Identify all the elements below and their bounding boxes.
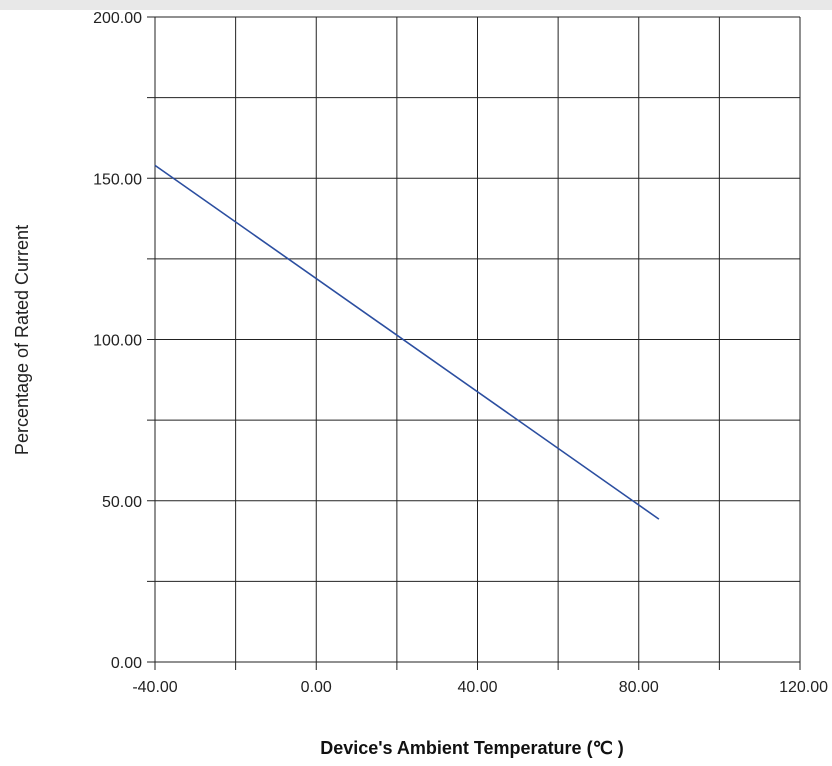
x-axis-ticks: -40.00 0.00 40.00 80.00 120.00 (132, 662, 828, 696)
x-tick-label-4: 40.00 (457, 679, 497, 696)
top-strip (0, 0, 832, 10)
y-tick-label-8: 200.00 (93, 10, 142, 27)
y-tick-label-0: 0.00 (111, 655, 142, 672)
chart-series (154, 164, 660, 520)
y-axis-label: Percentage of Rated Current (12, 225, 32, 455)
x-axis-label: Device's Ambient Temperature (℃ ) (320, 738, 624, 758)
chart-grid (154, 16, 801, 663)
x-tick-label-2: 0.00 (301, 679, 332, 696)
x-tick-label-8: 120.00 (779, 679, 828, 696)
x-tick-label-6: 80.00 (619, 679, 659, 696)
y-axis-ticks: 0.00 50.00 100.00 150.00 200.00 (93, 10, 155, 672)
x-tick-label-0: -40.00 (132, 679, 177, 696)
series-line-0 (154, 164, 660, 520)
y-tick-label-2: 50.00 (102, 494, 142, 511)
y-tick-label-4: 100.00 (93, 333, 142, 350)
y-tick-label-6: 150.00 (93, 171, 142, 188)
